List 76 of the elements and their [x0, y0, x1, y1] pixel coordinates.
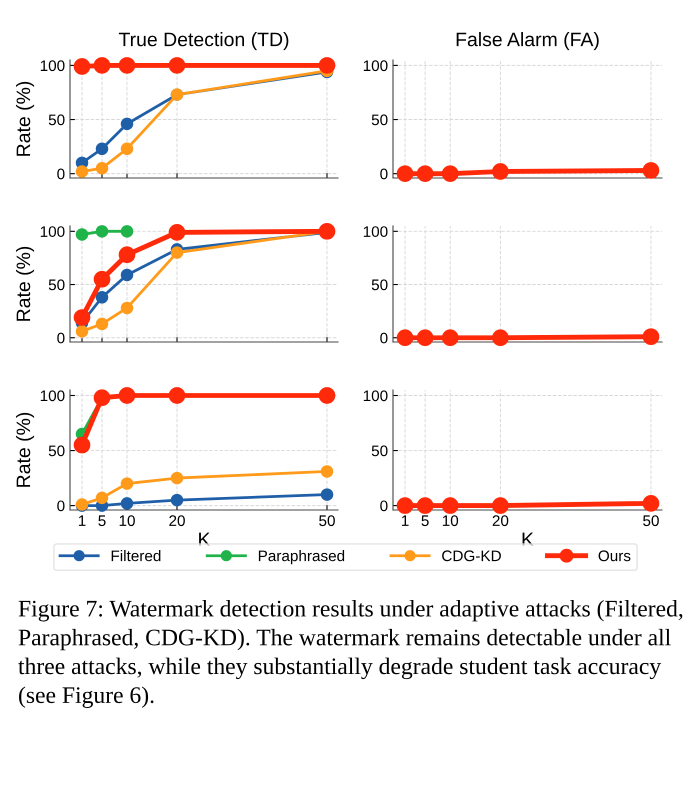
point — [120, 118, 134, 130]
y-tick-label: 0 — [380, 168, 388, 180]
legend-label: Ours — [598, 550, 630, 562]
y-tick-label: 0 — [57, 332, 65, 344]
y-tick-label: 50 — [48, 114, 65, 126]
point — [318, 222, 336, 240]
y-tick-label: 0 — [57, 168, 65, 180]
legend-label: Paraphrased — [258, 550, 344, 564]
x-axis-title: K — [522, 532, 534, 546]
x-tick-label: 5 — [98, 515, 106, 526]
point — [76, 325, 88, 338]
legend-label: CDG-KD — [442, 550, 501, 562]
y-axis-title: Rate (%) — [16, 82, 34, 156]
point — [168, 224, 186, 241]
point — [168, 387, 186, 404]
legend-label: Filtered — [112, 550, 160, 562]
point — [170, 494, 184, 506]
x-tick-label: 1 — [78, 515, 86, 526]
point — [168, 57, 186, 74]
point — [96, 492, 108, 504]
point — [96, 291, 108, 304]
x-tick-label: 1 — [402, 515, 409, 526]
y-tick-label: 100 — [364, 390, 388, 402]
x-tick-label: 20 — [169, 515, 185, 526]
y-tick-label: 50 — [48, 279, 65, 290]
point — [318, 387, 336, 404]
y-axis-title: Rate (%) — [16, 246, 34, 321]
y-tick-label: 0 — [380, 500, 388, 512]
point — [320, 465, 334, 478]
point — [118, 246, 136, 264]
y-tick-label: 50 — [48, 445, 65, 456]
point — [120, 225, 134, 238]
y-tick-label: 100 — [40, 390, 65, 402]
point — [96, 318, 108, 330]
x-tick-label: 5 — [421, 515, 429, 526]
x-axis-title: K — [199, 532, 210, 546]
y-tick-label: 0 — [57, 500, 65, 512]
point — [94, 57, 110, 74]
point — [94, 389, 110, 406]
point — [74, 436, 90, 454]
x-tick-label: 20 — [492, 515, 508, 526]
point — [318, 57, 336, 74]
y-tick-label: 100 — [40, 226, 65, 238]
chart-title: False Alarm (FA) — [456, 32, 599, 50]
y-axis-title: Rate (%) — [16, 412, 34, 487]
point — [120, 497, 134, 510]
point — [120, 302, 134, 314]
point — [76, 165, 88, 178]
y-tick-label: 50 — [372, 279, 388, 290]
point — [120, 268, 134, 282]
x-tick-label: 10 — [442, 515, 458, 526]
y-tick-label: 50 — [372, 114, 388, 126]
point — [96, 142, 108, 156]
y-tick-label: 100 — [40, 60, 65, 72]
y-tick-label: 100 — [364, 226, 388, 238]
point — [118, 387, 136, 404]
chart-title: True Detection (TD) — [118, 32, 288, 50]
x-tick-label: 50 — [643, 515, 659, 526]
y-tick-label: 50 — [372, 445, 388, 456]
y-tick-label: 100 — [364, 60, 388, 72]
x-tick-label: 50 — [319, 515, 335, 526]
point — [320, 488, 334, 501]
point — [94, 270, 110, 288]
x-tick-label: 10 — [120, 515, 135, 526]
point — [170, 472, 184, 484]
point — [76, 228, 88, 241]
point — [96, 225, 108, 238]
point — [120, 477, 134, 490]
point — [74, 58, 90, 75]
point — [170, 246, 184, 259]
point — [96, 162, 108, 175]
y-tick-label: 0 — [380, 332, 388, 344]
caption: Figure 7: Watermark detection results under adaptive attacks (Filtered, Paraphrased, CDG-KD). The watermark remains detectable under all three attacks, while they substantially degrade student task accuracy (see Figure 6). — [18, 600, 682, 708]
point — [118, 57, 136, 74]
point — [74, 309, 90, 326]
point — [120, 142, 134, 156]
